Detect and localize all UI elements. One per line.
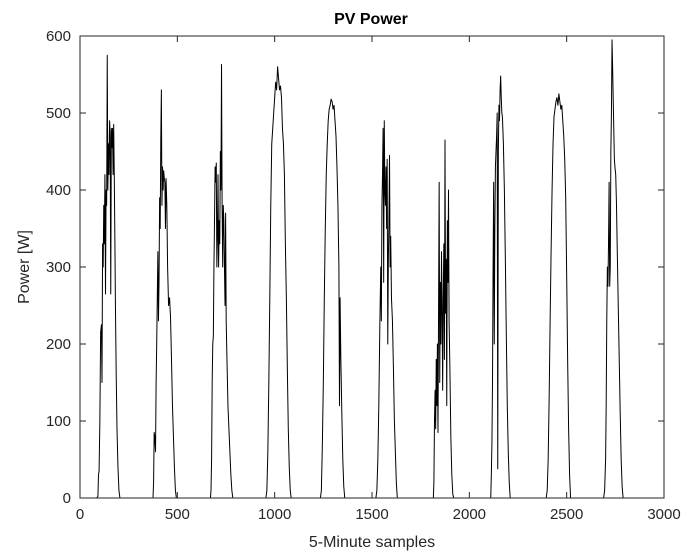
y-tick-label-1: 100 [46, 413, 71, 430]
y-axis-label: Power [W] [16, 230, 33, 304]
x-tick-label-1: 500 [165, 506, 190, 523]
chart-title: PV Power [334, 11, 408, 28]
x-tick-label-6: 3000 [647, 506, 680, 523]
y-tick-label-2: 200 [46, 336, 71, 353]
x-axis-label: 5-Minute samples [309, 534, 435, 551]
x-tick-label-5: 2500 [550, 506, 583, 523]
y-tick-label-6: 600 [46, 28, 71, 45]
y-tick-label-4: 400 [46, 182, 71, 199]
y-tick-label-3: 300 [46, 259, 71, 276]
power-series-line-0 [80, 39, 644, 498]
x-axis-ticks: 0 500 1000 1500 2000 2500 3000 [76, 36, 681, 523]
y-tick-label-0: 0 [63, 490, 71, 507]
y-axis-ticks: 0 100 200 300 400 500 600 [46, 28, 664, 507]
x-tick-label-4: 2000 [453, 506, 486, 523]
series-layer [80, 39, 644, 498]
x-tick-label-3: 1500 [355, 506, 388, 523]
y-tick-label-5: 500 [46, 105, 71, 122]
x-tick-label-0: 0 [76, 506, 84, 523]
x-tick-label-2: 1000 [258, 506, 291, 523]
